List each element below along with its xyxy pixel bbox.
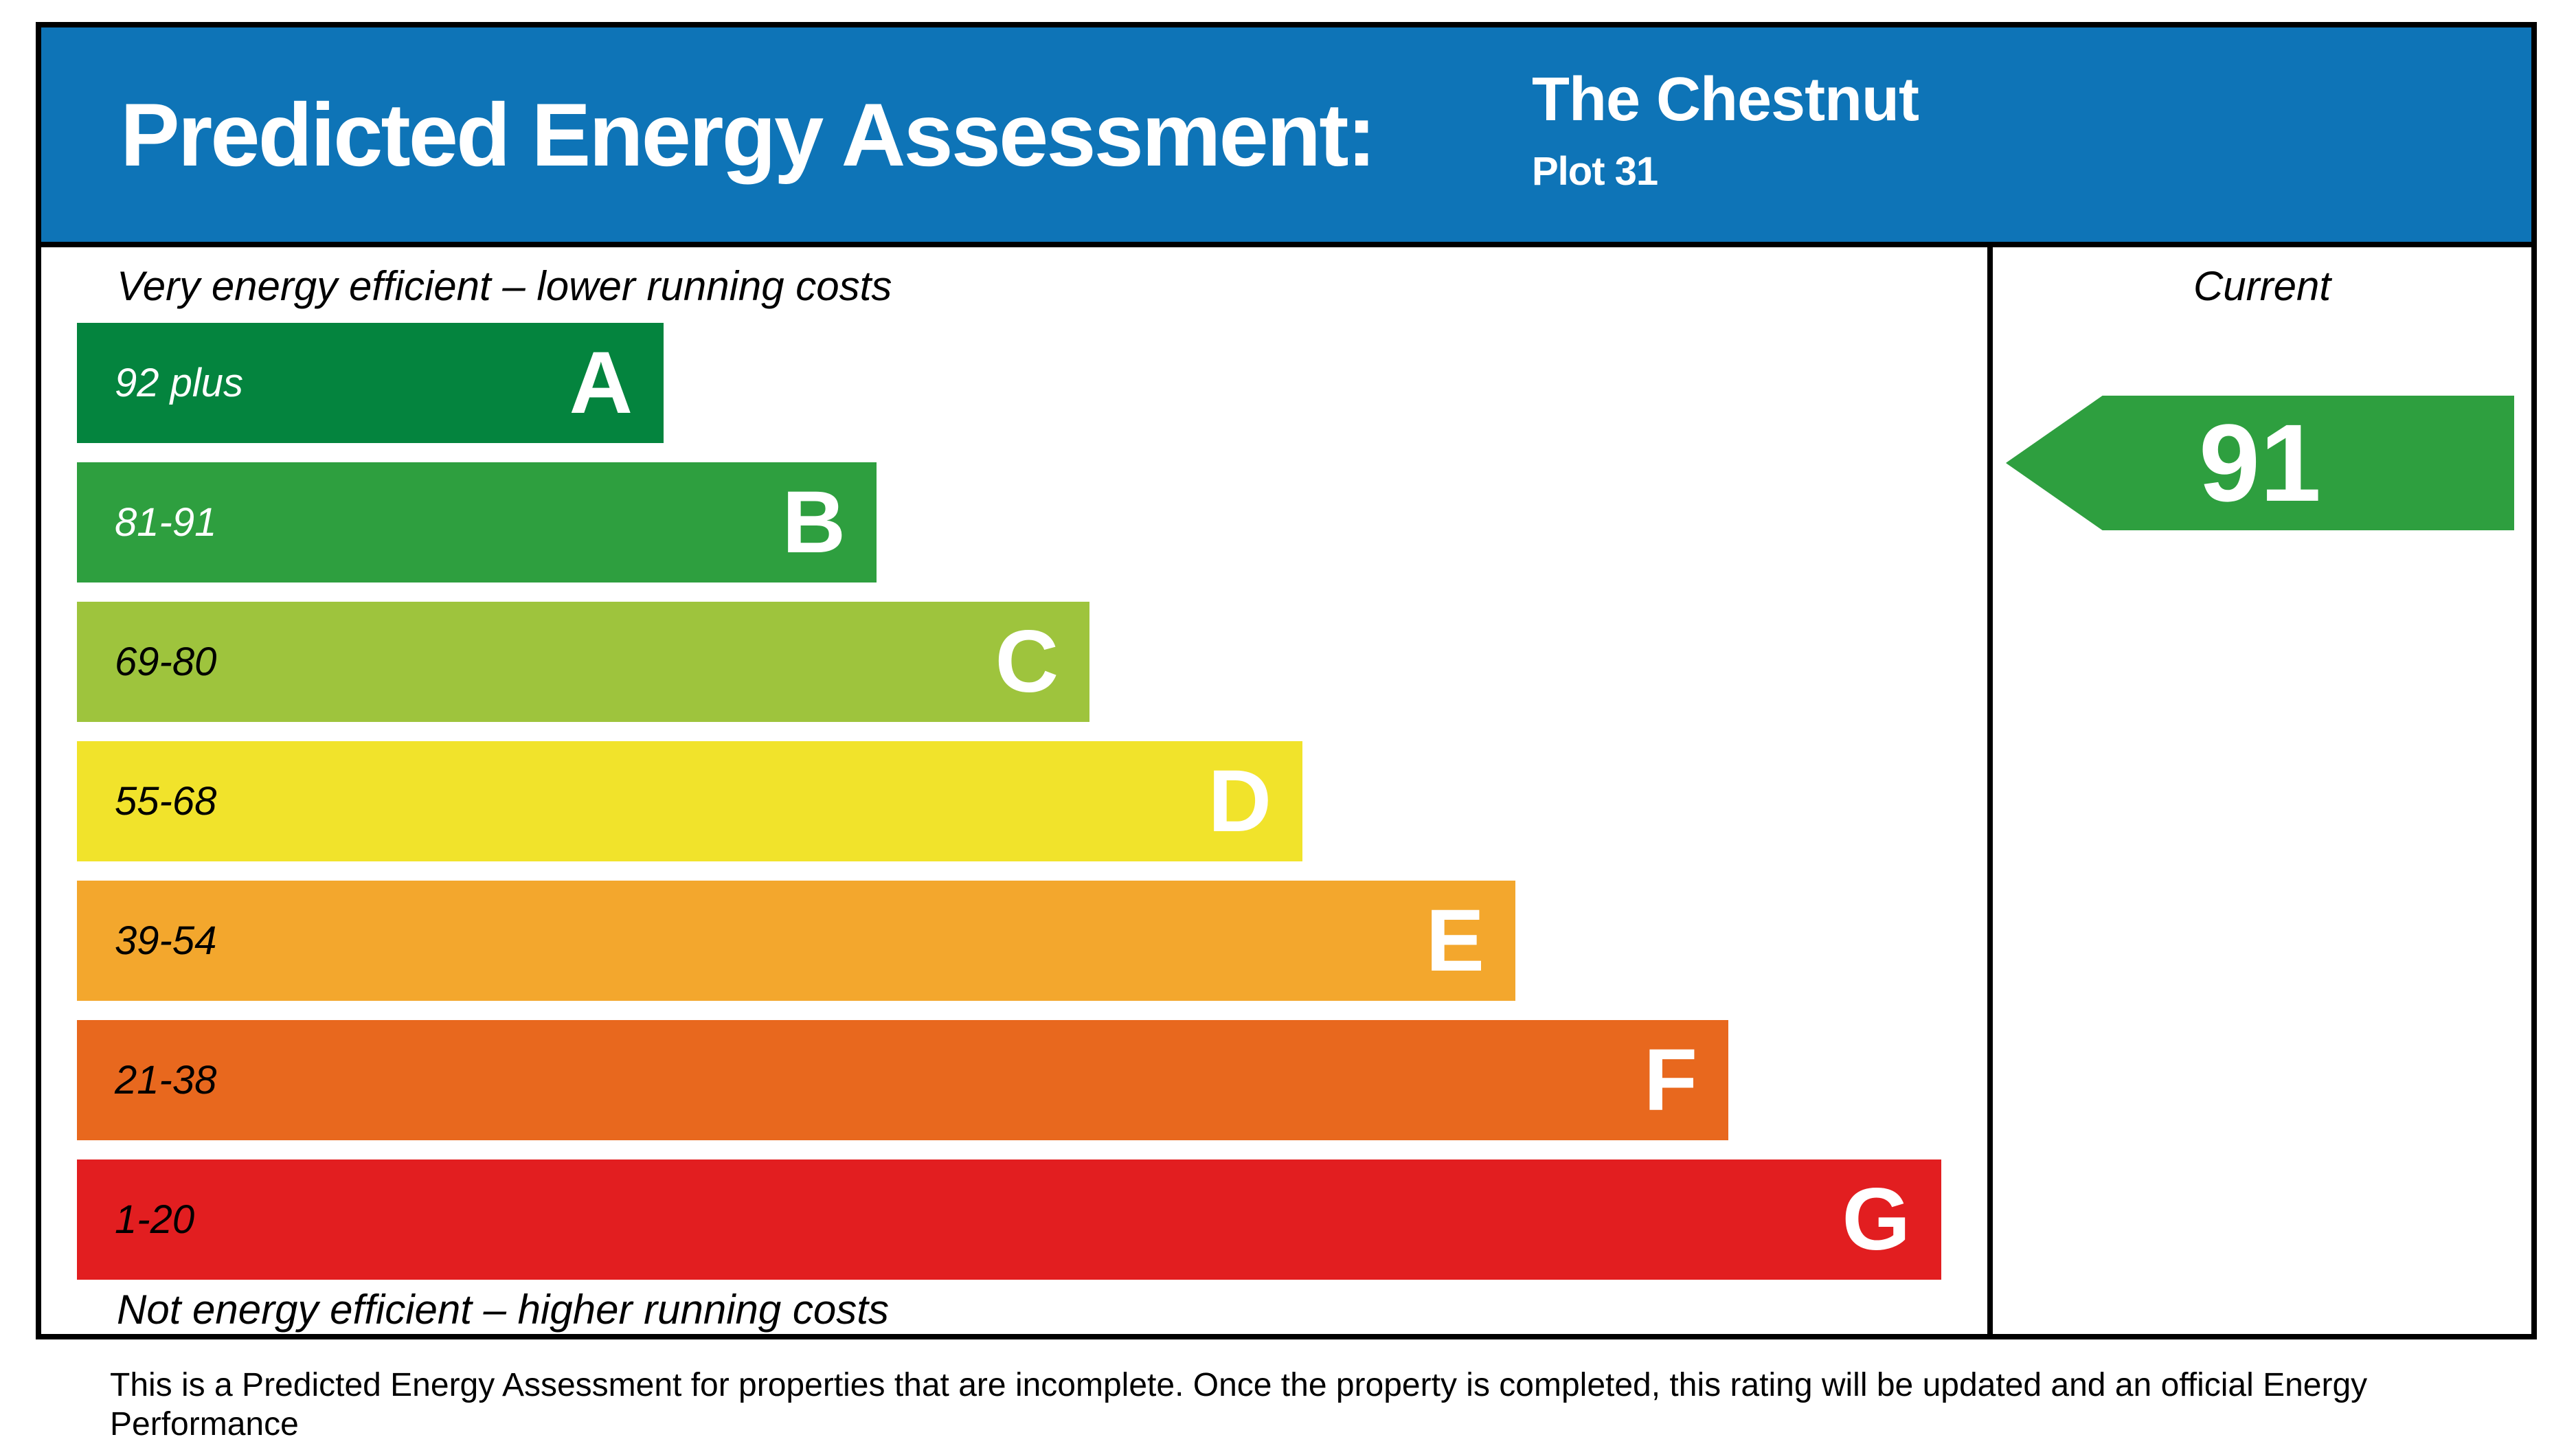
- disclaimer-text: This is a Predicted Energy Assessment fo…: [110, 1366, 2494, 1448]
- band-range-label: 39-54: [115, 918, 217, 963]
- band-row-f: 21-38 F: [77, 1020, 1728, 1140]
- band-letter: D: [1208, 751, 1272, 850]
- band-letter: B: [782, 473, 846, 572]
- property-plot: Plot 31: [1532, 149, 1658, 194]
- band-letter: C: [995, 612, 1059, 711]
- top-caption: Very energy efficient – lower running co…: [117, 263, 892, 309]
- current-rating-arrow: 91: [2006, 396, 2514, 530]
- band-row-g: 1-20 G: [77, 1159, 1941, 1280]
- band-range-label: 21-38: [115, 1058, 217, 1102]
- disclaimer-line-2: Certificate will be created for the prop…: [110, 1444, 2494, 1448]
- property-block: The Chestnut Plot 31: [1532, 69, 1919, 194]
- band-row-d: 55-68 D: [77, 741, 1302, 861]
- certificate-frame: Predicted Energy Assessment: The Chestnu…: [36, 22, 2537, 1339]
- rating-chart: Very energy efficient – lower running co…: [41, 247, 1987, 1334]
- column-divider: [1987, 247, 1993, 1334]
- certificate-body: Very energy efficient – lower running co…: [41, 247, 2531, 1334]
- band-range-label: 92 plus: [115, 361, 244, 405]
- band-row-e: 39-54 E: [77, 881, 1515, 1001]
- band-letter: G: [1842, 1170, 1910, 1269]
- band-letter: A: [569, 333, 633, 432]
- band-letter: E: [1425, 891, 1484, 990]
- current-column-header: Current: [2193, 263, 2331, 309]
- rating-bands: 92 plus A 81-91 B 69-80 C 55-68 D: [77, 323, 1941, 1299]
- band-row-c: 69-80 C: [77, 602, 1089, 722]
- certificate-header: Predicted Energy Assessment: The Chestnu…: [41, 27, 2531, 247]
- page-title: Predicted Energy Assessment:: [120, 84, 1377, 185]
- disclaimer-line-1: This is a Predicted Energy Assessment fo…: [110, 1367, 2368, 1443]
- band-range-label: 81-91: [115, 500, 217, 545]
- band-range-label: 69-80: [115, 640, 217, 684]
- current-column: Current 91: [1993, 247, 2531, 1334]
- band-range-label: 55-68: [115, 779, 217, 824]
- bottom-caption: Not energy efficient – higher running co…: [117, 1287, 889, 1333]
- band-row-b: 81-91 B: [77, 462, 877, 582]
- band-letter: F: [1643, 1030, 1697, 1129]
- property-name: The Chestnut: [1532, 65, 1919, 134]
- current-rating-value: 91: [2199, 401, 2321, 524]
- band-range-label: 1-20: [115, 1197, 195, 1242]
- band-row-a: 92 plus A: [77, 323, 664, 443]
